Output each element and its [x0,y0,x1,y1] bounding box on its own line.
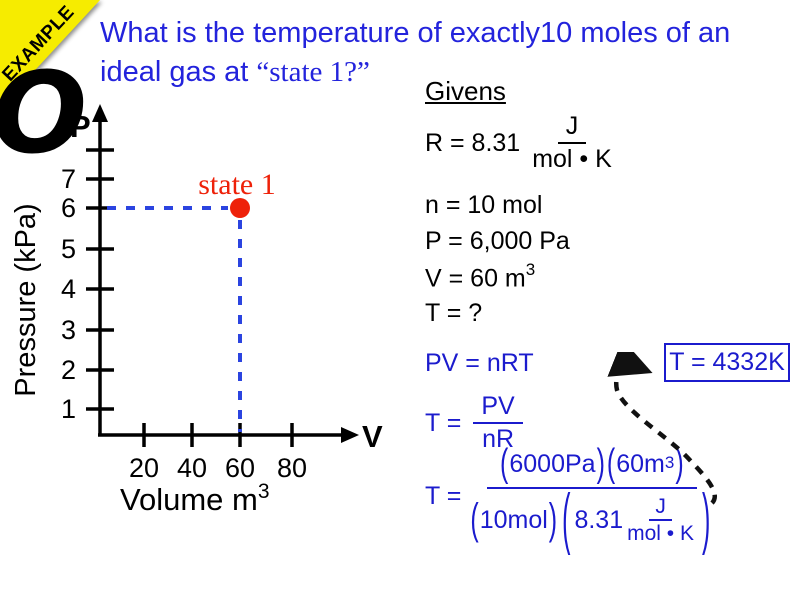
x-tick-label: 40 [177,453,207,483]
denominator-gas-constant: 8.31 [574,506,624,534]
equation-t-pv-nr-lhs: T = [425,408,462,437]
dashed-arrow-path [607,352,717,505]
equation-t-pv-nr: T = PV nR [425,392,527,454]
y-tick-label: 6 [61,193,76,223]
pv-graph: P V 7 6 5 4 3 2 1 20 40 60 80 Pressure (… [10,104,383,517]
equation-substitution-denominator: (10mol) (8.31 J mol • K ) [469,481,714,557]
dashed-pointer-arrow [607,352,717,505]
left-paren: ( [500,442,509,486]
slide-title-line2-serif: “state 1?” [256,56,370,88]
denominator-units-fraction: J mol • K [627,495,694,546]
equation-pv-nrt: PV = nRT [425,349,534,377]
numerator-volume: 60m [616,450,665,478]
slide-title-line2-sans: ideal gas at [100,56,257,88]
x-axis-title-base: Volume m [120,482,258,517]
left-paren: ( [606,442,616,486]
y-tick-label: 5 [61,234,76,264]
y-axis-title: Pressure (kPa) [10,203,42,396]
y-tick-label: 1 [61,394,76,424]
result-value: T = 4332K [669,348,785,376]
givens-heading: Givens [425,76,506,106]
state1-point [230,198,250,218]
state1-label: state 1 [198,168,275,201]
x-axis-title-sup: 3 [258,480,270,503]
given-v-base: V = 60 m [425,264,526,293]
given-n: n = 10 mol [425,191,543,219]
right-paren: ) [548,495,558,545]
y-axis-symbol: P [70,109,91,144]
left-paren: ( [562,481,571,557]
x-tick-label: 60 [225,453,255,483]
equation-substitution: T = (6000Pa) (60m 3) (10mol) (8.31 J mol … [425,442,714,557]
y-tick-label: 3 [61,315,76,345]
y-tick-label: 7 [61,164,76,194]
slide-title-line1: What is the temperature of exactly10 mol… [100,17,731,49]
equation-substitution-numerator: (6000Pa) (60m 3) [487,442,697,489]
numerator-volume-exponent: 3 [664,452,675,472]
denominator-moles: 10mol [479,506,548,534]
slide-title: What is the temperature of exactly10 mol… [100,14,730,92]
y-tick-label: 4 [61,274,76,304]
y-ticks [86,148,114,411]
equation-t-pv-nr-denominator: nR [482,425,515,453]
y-axis-arrow-icon [92,104,108,122]
x-axis-arrow-icon [341,427,359,443]
y-tick-label: 2 [61,355,76,385]
equation-t-pv-nr-fraction: PV nR [473,392,523,454]
y-tick-labels: 7 6 5 4 3 2 1 [61,164,76,424]
given-v-exponent: 3 [525,260,536,279]
given-p: P = 6,000 Pa [425,227,570,255]
given-v: V = 60 m3 [425,260,536,293]
right-paren: ) [596,442,605,486]
right-paren: ) [702,481,711,557]
given-t: T = ? [425,299,483,327]
x-tick-labels: 20 40 60 80 [129,453,307,483]
big-letter-o: O [0,49,88,179]
x-axis-symbol: V [362,419,383,454]
given-r-numerator: J [557,112,587,144]
equation-substitution-lhs: T = [425,481,462,510]
numerator-pressure: 6000Pa [509,450,596,478]
x-axis-title: Volume m3 [120,480,270,517]
denominator-units-numerator: J [649,495,672,521]
given-r-lhs: R = 8.31 [425,128,521,157]
equation-t-pv-nr-numerator: PV [473,392,523,424]
x-ticks [142,423,294,447]
slide-title-line2: ideal gas at “state 1?” [100,53,730,92]
given-r-fraction: J mol • K [532,112,612,174]
example-banner: EXAMPLE [0,0,110,118]
right-paren: ) [675,442,684,486]
left-paren: ( [470,495,479,545]
denominator-units-denominator: mol • K [627,522,694,545]
equation-substitution-fraction: (6000Pa) (60m 3) (10mol) (8.31 J mol • K … [469,442,714,557]
given-r: R = 8.31 J mol • K [425,112,616,174]
x-tick-label: 80 [277,453,307,483]
result-box: T = 4332K [664,343,790,382]
x-tick-label: 20 [129,453,159,483]
given-r-denominator: mol • K [532,145,612,173]
